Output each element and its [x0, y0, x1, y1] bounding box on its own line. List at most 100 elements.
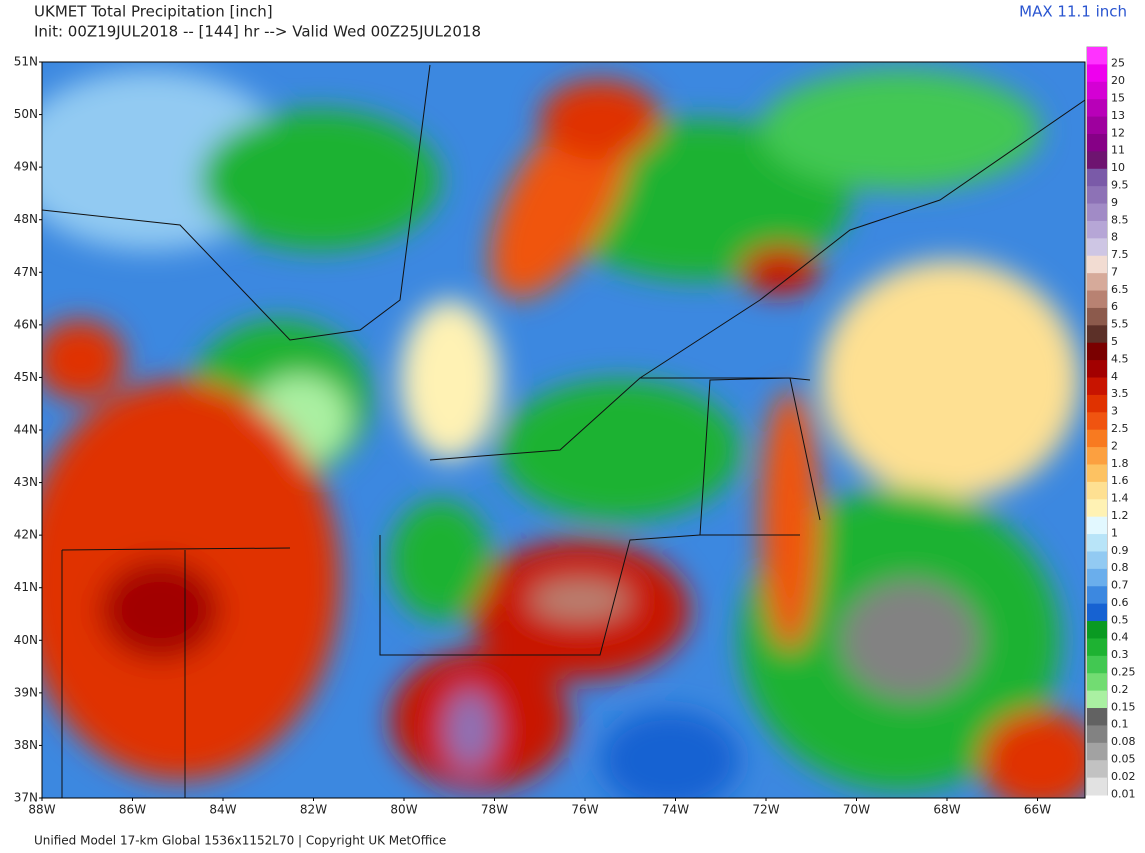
colorbar-swatch	[1087, 621, 1107, 639]
colorbar-swatch	[1087, 203, 1107, 222]
colorbar-label: 20	[1111, 74, 1125, 87]
colorbar-swatch	[1087, 481, 1107, 500]
colorbar-swatch	[1087, 360, 1107, 379]
lat-label: 50N	[14, 107, 38, 121]
lon-label: 70W	[843, 803, 870, 817]
colorbar-label: 6	[1111, 300, 1118, 313]
lat-label: 42N	[14, 528, 38, 542]
colorbar-label: 7	[1111, 265, 1118, 278]
colorbar-swatch	[1087, 568, 1107, 587]
colorbar-swatch	[1087, 220, 1107, 239]
lon-label: 88W	[28, 803, 55, 817]
colorbar-swatch	[1087, 499, 1107, 518]
colorbar-swatch	[1087, 655, 1107, 674]
colorbar-swatch	[1087, 377, 1107, 396]
colorbar-swatch	[1087, 273, 1107, 292]
colorbar-label: 0.01	[1111, 787, 1136, 800]
colorbar-label: 0.02	[1111, 770, 1136, 783]
colorbar-swatch	[1087, 394, 1107, 413]
colorbar-label: 0.7	[1111, 579, 1129, 592]
colorbar-swatch	[1087, 742, 1107, 761]
lat-label: 40N	[14, 633, 38, 647]
colorbar-label: 0.9	[1111, 544, 1129, 557]
colorbar-swatch	[1087, 760, 1107, 779]
colorbar-swatch	[1087, 255, 1107, 274]
lat-label: 51N	[14, 55, 38, 69]
lon-label: 82W	[300, 803, 327, 817]
lat-label: 46N	[14, 317, 38, 331]
lat-label: 43N	[14, 475, 38, 489]
colorbar-label: 4.5	[1111, 352, 1129, 365]
colorbar-label: 2	[1111, 439, 1118, 452]
lon-label: 76W	[571, 803, 598, 817]
colorbar-label: 0.5	[1111, 613, 1129, 626]
subtitle: Init: 00Z19JUL2018 -- [144] hr --> Valid…	[34, 23, 481, 41]
footer: Unified Model 17-km Global 1536x1152L70 …	[34, 834, 446, 848]
colorbar-label: 1.4	[1111, 492, 1129, 505]
borders	[42, 64, 1085, 798]
colorbar-label: 25	[1111, 57, 1125, 70]
colorbar-swatch	[1087, 551, 1107, 570]
colorbar-swatch	[1087, 64, 1107, 83]
colorbar-swatch	[1087, 534, 1107, 552]
colorbar-label: 10	[1111, 161, 1125, 174]
colorbar-label: 6.5	[1111, 283, 1129, 296]
colorbar-label: 11	[1111, 144, 1125, 157]
title: UKMET Total Precipitation [inch]	[34, 3, 273, 21]
colorbar-swatch	[1087, 186, 1107, 205]
colorbar-label: 1	[1111, 526, 1118, 539]
colorbar-swatch	[1087, 307, 1107, 326]
lon-label: 84W	[209, 803, 236, 817]
colorbar-swatch	[1087, 516, 1107, 535]
colorbar-swatch	[1087, 464, 1107, 483]
colorbar-swatch	[1087, 673, 1107, 692]
colorbar-label: 0.15	[1111, 700, 1136, 713]
colorbar-swatch	[1087, 603, 1107, 622]
lon-label: 80W	[390, 803, 417, 817]
colorbar-label: 0.08	[1111, 735, 1136, 748]
colorbar-label: 13	[1111, 109, 1125, 122]
colorbar-label: 1.6	[1111, 474, 1129, 487]
max-label: MAX 11.1 inch	[1019, 3, 1127, 21]
colorbar-label: 0.6	[1111, 596, 1129, 609]
colorbar-label: 4	[1111, 370, 1118, 383]
colorbar-label: 0.2	[1111, 683, 1129, 696]
lon-label: 72W	[752, 803, 779, 817]
colorbar-label: 0.05	[1111, 753, 1136, 766]
colorbar-swatch	[1087, 238, 1107, 257]
colorbar-label: 1.8	[1111, 457, 1129, 470]
colorbar-swatch	[1087, 99, 1107, 118]
colorbar-label: 9	[1111, 196, 1118, 209]
colorbar-label: 3	[1111, 405, 1118, 418]
colorbar-swatch	[1087, 447, 1107, 465]
lat-label: 39N	[14, 685, 38, 699]
colorbar-swatch	[1087, 151, 1107, 170]
colorbar-label: 2.5	[1111, 422, 1129, 435]
lat-label: 47N	[14, 265, 38, 279]
colorbar-label: 9.5	[1111, 178, 1129, 191]
colorbar-label: 12	[1111, 126, 1125, 139]
colorbar-swatch	[1087, 47, 1107, 65]
colorbar-label: 15	[1111, 91, 1125, 104]
colorbar-label: 0.3	[1111, 648, 1129, 661]
colorbar-swatch	[1087, 638, 1107, 657]
colorbar-label: 1.2	[1111, 509, 1129, 522]
colorbar-swatch	[1087, 690, 1107, 709]
lat-label: 44N	[14, 423, 38, 437]
colorbar-swatch	[1087, 168, 1107, 187]
colorbar-swatch	[1087, 133, 1107, 152]
colorbar-label: 0.8	[1111, 561, 1129, 574]
colorbar-label: 8	[1111, 231, 1118, 244]
colorbar-label: 0.1	[1111, 718, 1129, 731]
colorbar-swatch	[1087, 290, 1107, 309]
lon-label: 74W	[662, 803, 689, 817]
colorbar-swatch	[1087, 725, 1107, 744]
colorbar-label: 0.25	[1111, 666, 1136, 679]
colorbar-label: 5.5	[1111, 318, 1129, 331]
colorbar-swatch	[1087, 342, 1107, 361]
colorbar-label: 3.5	[1111, 387, 1129, 400]
colorbar-swatch	[1087, 586, 1107, 605]
colorbar-label: 7.5	[1111, 248, 1129, 261]
lat-label: 45N	[14, 370, 38, 384]
colorbar-label: 5	[1111, 335, 1118, 348]
